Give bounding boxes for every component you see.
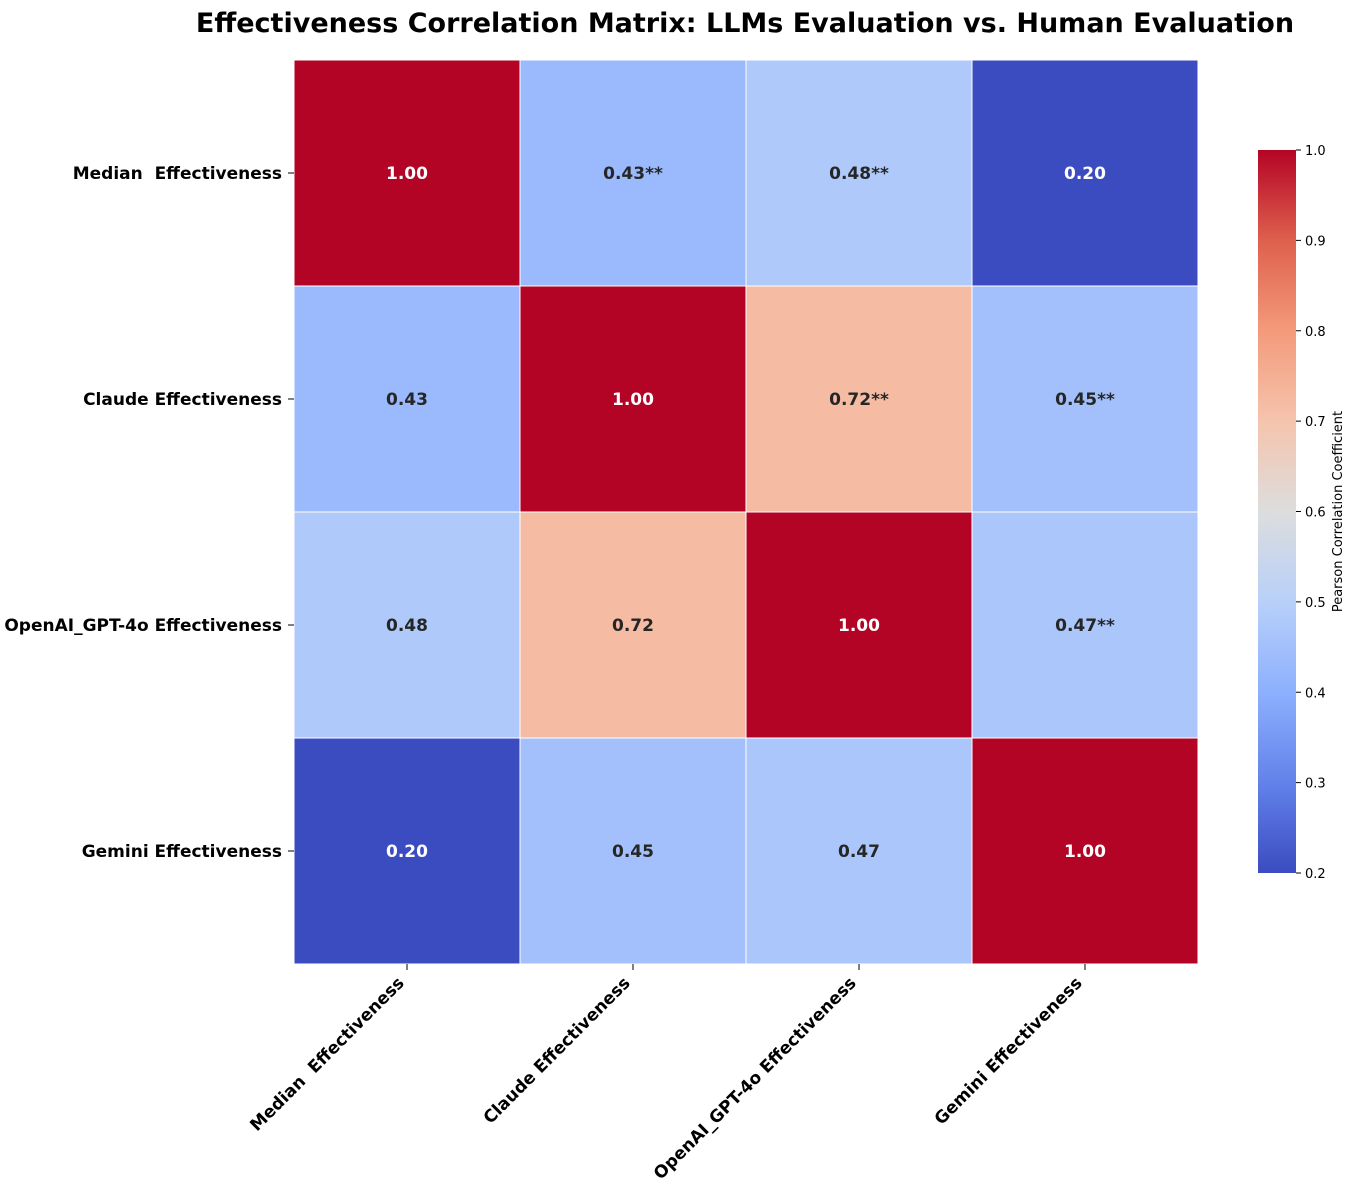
colorbar-tick-label: 1.0 <box>1305 144 1326 159</box>
heatmap-cell <box>745 285 973 513</box>
cell-value-label: 1.00 <box>386 164 428 184</box>
heatmap-cell <box>293 59 521 287</box>
cell-value-label: 0.72** <box>829 390 889 410</box>
heatmap-cell <box>745 737 973 965</box>
cell-value-label: 0.20 <box>1064 164 1106 184</box>
x-tick-label: Median Effectiveness <box>246 973 408 1135</box>
cell-value-label: 0.20 <box>386 842 428 862</box>
colorbar-tick-label: 0.7 <box>1305 415 1326 430</box>
cell-value-label: 0.48** <box>829 164 889 184</box>
cell-value-label: 0.43** <box>603 164 663 184</box>
colorbar-tick-label: 0.5 <box>1305 596 1326 611</box>
cell-value-label: 0.43 <box>386 390 428 410</box>
colorbar-tick-label: 0.2 <box>1305 867 1326 882</box>
y-tick-label: Gemini Effectiveness <box>82 842 282 862</box>
heatmap-cell <box>519 511 747 739</box>
cell-value-label: 0.48 <box>386 616 428 636</box>
heatmap-cell <box>293 737 521 965</box>
heatmap-cell <box>519 59 747 287</box>
y-tick-label: Median Effectiveness <box>73 164 282 184</box>
colorbar-tick-label: 0.8 <box>1305 325 1326 340</box>
y-axis-ticks: Median Effectiveness Claude Effectiveness… <box>4 164 294 862</box>
heatmap-cell <box>519 285 747 513</box>
cell-value-label: 0.45** <box>1055 390 1115 410</box>
cell-value-label: 1.00 <box>838 616 880 636</box>
y-tick-label: Claude Effectiveness <box>83 390 282 410</box>
colorbar-tick-label: 0.6 <box>1305 506 1326 521</box>
chart-title: Effectiveness Correlation Matrix: LLMs E… <box>196 8 1294 39</box>
colorbar-gradient <box>1258 150 1296 873</box>
colorbar: 0.2 0.3 0.4 0.5 0.6 0.7 0.8 0.9 1.0 Pearson Corre… <box>1258 144 1346 882</box>
cell-value-label: 0.72 <box>612 616 654 636</box>
cell-value-label: 1.00 <box>1064 842 1106 862</box>
colorbar-tick-label: 0.9 <box>1305 234 1326 249</box>
heatmap-cell <box>519 737 747 965</box>
heatmap-cell <box>971 285 1199 513</box>
cell-value-label: 0.47** <box>1055 616 1115 636</box>
colorbar-tick-label: 0.3 <box>1305 777 1326 792</box>
colorbar-label: Pearson Correlation Coefficient <box>1331 411 1346 612</box>
heatmap-cell <box>745 59 973 287</box>
heatmap-cell <box>971 737 1199 965</box>
y-tick-label: OpenAI_GPT-4o Effectiveness <box>4 616 282 636</box>
colorbar-tick-label: 0.4 <box>1305 686 1326 701</box>
heatmap-cell <box>971 511 1199 739</box>
x-axis-ticks: Median Effectiveness Claude Effectiveness… <box>246 964 1087 1184</box>
x-tick-label: OpenAI_GPT-4o Effectiveness <box>650 973 860 1183</box>
cell-value-label: 1.00 <box>612 390 654 410</box>
heatmap-cell <box>293 285 521 513</box>
heatmap-cells: 1.00 0.43** 0.48** 0.20 0.43 1.00 0.72** 0.45**… <box>293 59 1199 965</box>
x-tick-label: Gemini Effectiveness <box>931 973 1087 1129</box>
x-tick-label: Claude Effectiveness <box>480 973 635 1128</box>
cell-value-label: 0.45 <box>612 842 654 862</box>
heatmap-cell <box>971 59 1199 287</box>
cell-value-label: 0.47 <box>838 842 880 862</box>
